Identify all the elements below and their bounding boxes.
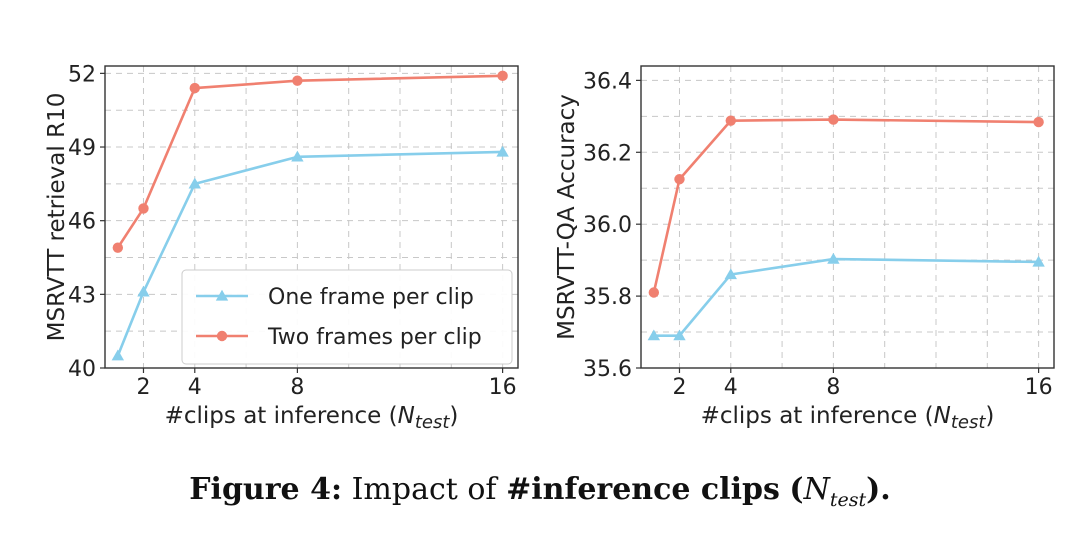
x-tick-label: 8 <box>826 375 840 400</box>
series-line-one-frame <box>653 257 1039 337</box>
legend-entry: One frame per clip <box>268 285 474 310</box>
y-tick-label: 46 <box>68 210 96 235</box>
data-point-two-frames <box>189 82 200 94</box>
y-tick-label: 36.2 <box>583 141 632 166</box>
data-point-two-frames <box>138 203 149 214</box>
data-point-two-frames <box>292 75 303 86</box>
y-tick-label: 40 <box>68 357 96 382</box>
caption-math-symbol: N <box>803 472 830 507</box>
legend-box <box>181 269 513 365</box>
x-tick-label: 16 <box>1025 375 1053 400</box>
caption-text: Impact of <box>351 472 497 507</box>
data-point-two-frames <box>648 287 660 298</box>
y-tick-label: 36.4 <box>583 69 632 94</box>
y-tick-label: 52 <box>68 62 96 87</box>
plot-frame <box>104 65 519 369</box>
legend-marker-circle <box>216 330 228 342</box>
y-tick-label: 36.0 <box>583 213 632 238</box>
data-point-one-frame <box>291 150 304 162</box>
retrieval-chart: 2 4 8 16 40 43 46 49 52 MSRVTT retrieval R10 #clip… <box>44 62 519 433</box>
x-tick-label: 16 <box>489 375 517 400</box>
caption-math-sub: test <box>829 489 867 511</box>
y-tick-label: 43 <box>68 283 96 308</box>
data-point-one-frame <box>496 145 509 157</box>
data-point-one-frame <box>1032 255 1045 267</box>
series-line-two-frames <box>652 118 1039 293</box>
y-axis-label: MSRVTT-QA Accuracy <box>554 94 580 340</box>
legend-entry: Two frames per clip <box>267 325 482 350</box>
data-point-one-frame <box>111 349 125 361</box>
data-point-one-frame <box>724 268 737 280</box>
data-point-two-frames <box>828 114 839 125</box>
caption-paren-close: ). <box>866 472 891 507</box>
data-point-one-frame <box>673 329 686 341</box>
figure-caption: Figure 4: Impact of #inference clips (Nt… <box>0 472 1080 511</box>
data-point-one-frame <box>188 177 201 189</box>
legend-marker-triangle <box>215 289 229 301</box>
y-tick-label: 49 <box>68 136 96 161</box>
data-point-one-frame <box>647 329 661 341</box>
x-axis-label: #clips at inference (Ntest) <box>701 403 995 433</box>
data-point-two-frames <box>112 242 124 253</box>
plot-frame <box>640 65 1055 369</box>
x-tick-label: 2 <box>672 375 686 400</box>
x-tick-label: 8 <box>290 375 304 400</box>
x-tick-label: 4 <box>188 375 202 400</box>
data-point-one-frame <box>827 252 840 264</box>
x-tick-label: 2 <box>136 375 150 400</box>
caption-figure-label: Figure 4: <box>189 472 343 507</box>
data-point-two-frames <box>497 70 508 82</box>
data-point-two-frames <box>725 115 736 126</box>
data-point-two-frames <box>1033 116 1044 128</box>
x-tick-label: 4 <box>724 375 738 400</box>
x-axis-label: #clips at inference (Ntest) <box>165 403 459 433</box>
y-tick-label: 35.8 <box>583 285 632 310</box>
data-point-one-frame <box>137 285 150 297</box>
caption-paren-open: ( <box>789 472 804 507</box>
data-point-two-frames <box>674 174 685 185</box>
caption-bold-text: #inference clips <box>506 472 780 507</box>
y-axis-label: MSRVTT retrieval R10 <box>44 93 70 342</box>
y-tick-label: 35.6 <box>583 357 632 382</box>
